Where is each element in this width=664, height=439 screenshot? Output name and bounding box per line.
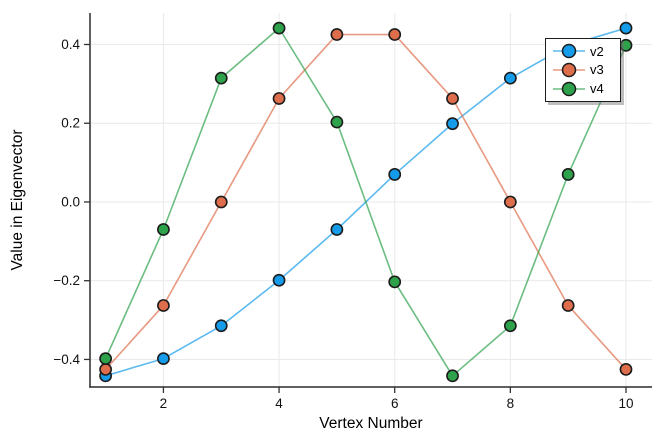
series-v2-marker xyxy=(619,21,633,35)
series-v3-marker xyxy=(99,363,113,376)
legend: v2 v3 v4 xyxy=(545,38,621,102)
series-v3-marker xyxy=(561,299,575,312)
x-tick-label: 8 xyxy=(507,396,515,411)
series-v3-marker xyxy=(446,92,459,105)
series-v4-marker xyxy=(619,38,633,52)
series-v4-marker xyxy=(388,275,402,289)
legend-item-v3: v3 xyxy=(552,61,620,79)
series-v4-line xyxy=(104,27,627,377)
series-v3-marker xyxy=(619,363,633,376)
series-v2-marker xyxy=(446,117,459,131)
legend-marker-icon xyxy=(553,44,585,59)
series-v2-marker xyxy=(388,168,402,181)
series-v3-marker xyxy=(157,299,170,312)
series-v4-marker xyxy=(561,168,575,181)
series-v4-marker xyxy=(272,21,286,35)
y-tick-label: 0.2 xyxy=(61,116,80,131)
series-v3-line xyxy=(104,33,627,371)
legend-item-v2: v2 xyxy=(552,42,620,60)
series-v4-marker xyxy=(157,223,170,236)
legend-marker-icon xyxy=(553,81,585,96)
series-v4-marker xyxy=(446,369,459,383)
series-v4 xyxy=(99,21,633,383)
series-v2-marker xyxy=(272,273,286,287)
series-v2-marker xyxy=(214,319,228,333)
legend-marker-icon xyxy=(553,62,585,78)
x-axis-label: Vertex Number xyxy=(319,415,422,432)
y-tick-label: 0.0 xyxy=(61,194,80,209)
y-axis-label: Value in Eigenvector xyxy=(9,129,26,270)
y-tick-label: −0.4 xyxy=(53,352,80,367)
series-v4-marker xyxy=(503,319,517,333)
series-v4-marker xyxy=(330,115,344,129)
legend-label: v2 xyxy=(590,43,604,59)
series-v4-marker xyxy=(99,352,113,366)
series-v3-marker xyxy=(330,28,344,41)
series-v2-marker xyxy=(503,71,517,85)
y-tick-label: −0.2 xyxy=(53,273,80,288)
x-tick-label: 6 xyxy=(391,396,399,411)
series-v3-marker xyxy=(388,28,402,41)
x-tick-label: 2 xyxy=(160,396,168,411)
y-tick-label: 0.4 xyxy=(61,37,80,52)
axis-ticks: 2 4 6 8 10 −0.4 −0.2 0.0 0.2 0.4 xyxy=(53,37,633,411)
legend-label: v3 xyxy=(590,62,604,78)
x-tick-label: 10 xyxy=(618,396,633,411)
series-v3-marker xyxy=(503,195,517,209)
series-v3-marker xyxy=(214,195,228,209)
series-v3-marker xyxy=(272,92,286,105)
series-v2-marker xyxy=(157,352,170,366)
series-v3 xyxy=(99,28,633,376)
legend-item-v4: v4 xyxy=(552,80,620,98)
x-tick-label: 4 xyxy=(275,396,283,411)
legend-label: v4 xyxy=(590,81,604,97)
series-v4-marker xyxy=(214,71,228,85)
series-v2-marker xyxy=(330,223,344,236)
